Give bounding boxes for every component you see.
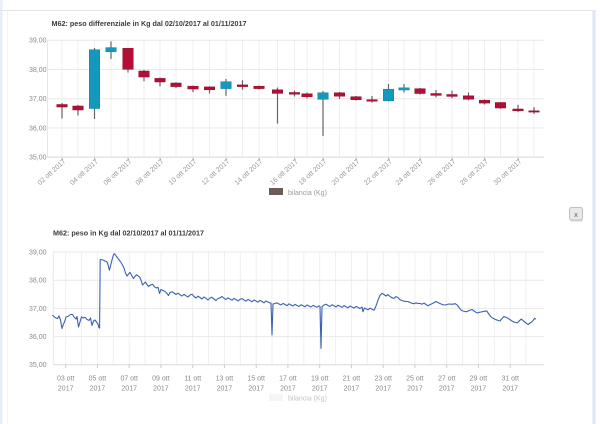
- svg-text:2017: 2017: [471, 386, 487, 393]
- svg-text:23 ott: 23 ott: [374, 376, 392, 383]
- svg-text:2017: 2017: [375, 386, 391, 393]
- svg-text:2017: 2017: [439, 386, 455, 393]
- svg-text:M62: peso differenziale in Kg: M62: peso differenziale in Kg dal 02/10/…: [52, 19, 247, 28]
- svg-text:31 ott: 31 ott: [501, 376, 519, 383]
- svg-text:2017: 2017: [502, 386, 518, 393]
- svg-text:11 ott: 11 ott: [184, 376, 201, 383]
- svg-text:21 ott: 21 ott: [343, 376, 361, 383]
- svg-text:25 ott: 25 ott: [406, 376, 424, 383]
- svg-text:2017: 2017: [344, 386, 360, 393]
- svg-text:39,00: 39,00: [29, 38, 47, 45]
- svg-text:35,00: 35,00: [29, 362, 47, 369]
- svg-text:37,00: 37,00: [29, 306, 47, 313]
- svg-text:2017: 2017: [217, 386, 233, 393]
- svg-text:36,00: 36,00: [29, 125, 47, 132]
- svg-text:39,00: 39,00: [29, 249, 47, 256]
- svg-text:2017: 2017: [58, 386, 74, 393]
- svg-text:2017: 2017: [185, 386, 201, 393]
- svg-text:2017: 2017: [153, 386, 169, 393]
- svg-text:bilancia (Kg): bilancia (Kg): [288, 396, 327, 403]
- svg-text:2017: 2017: [407, 386, 423, 393]
- svg-text:2017: 2017: [121, 386, 137, 393]
- svg-text:15 ott: 15 ott: [247, 376, 265, 383]
- svg-text:35,00: 35,00: [29, 155, 47, 162]
- svg-text:19 ott: 19 ott: [311, 376, 329, 383]
- svg-text:17 ott: 17 ott: [279, 376, 297, 383]
- svg-text:05 ott: 05 ott: [89, 376, 107, 383]
- svg-text:09 ott: 09 ott: [152, 376, 170, 383]
- svg-text:2017: 2017: [312, 386, 328, 393]
- svg-text:2017: 2017: [248, 386, 264, 393]
- svg-text:M62: peso in Kg dal 02/10/2017: M62: peso in Kg dal 02/10/2017 al 01/11/…: [53, 229, 204, 238]
- svg-text:x: x: [574, 210, 578, 219]
- svg-text:2017: 2017: [280, 386, 296, 393]
- svg-text:37,00: 37,00: [29, 96, 47, 103]
- svg-text:27 ott: 27 ott: [438, 376, 456, 383]
- svg-text:bilancia (Kg): bilancia (Kg): [288, 190, 327, 197]
- svg-text:2017: 2017: [90, 386, 106, 393]
- svg-text:03 ott: 03 ott: [57, 376, 75, 383]
- svg-text:13 ott: 13 ott: [216, 376, 234, 383]
- svg-text:38,00: 38,00: [29, 67, 47, 74]
- svg-text:07 ott: 07 ott: [120, 376, 138, 383]
- svg-text:36,00: 36,00: [29, 334, 47, 341]
- svg-text:29 ott: 29 ott: [470, 376, 488, 383]
- svg-text:38,00: 38,00: [29, 278, 47, 285]
